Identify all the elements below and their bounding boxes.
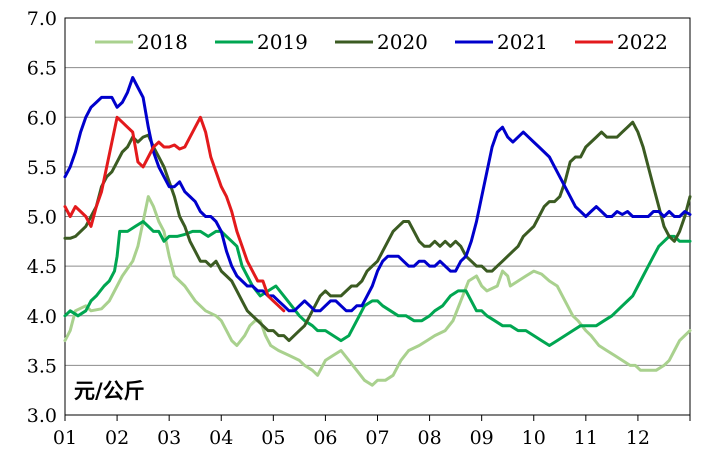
y-tick-label: 4.5 [27,256,57,278]
y-tick-label: 4.0 [27,306,57,328]
y-tick-label: 6.0 [27,107,57,129]
grid-lines [65,67,690,366]
legend: 2018 2019 2020 2021 2022 [95,30,668,54]
x-tick-label: 11 [574,427,598,449]
y-tick-label: 3.5 [27,355,57,377]
y-tick-label: 7.0 [27,8,57,30]
legend-label-2018: 2018 [137,30,188,54]
x-tick-label: 03 [157,427,181,449]
x-tick-label: 08 [417,427,441,449]
series-line-2019 [63,220,692,347]
x-tick-label: 12 [626,427,650,449]
y-tick-label: 5.0 [27,207,57,229]
x-tick-label: 04 [209,427,233,449]
x-tick-label: 06 [313,427,337,449]
y-tick-label: 6.5 [27,58,57,80]
legend-label-2022: 2022 [617,30,668,54]
series-line-2022 [63,115,286,313]
legend-label-2021: 2021 [497,30,548,54]
x-tick-label: 09 [470,427,494,449]
legend-label-2019: 2019 [257,30,308,54]
y-tick-label: 5.5 [27,157,57,179]
x-tick-label: 02 [105,427,129,449]
series-line-2020 [63,120,692,343]
x-tick-label: 05 [261,427,285,449]
series-line-2018 [63,195,692,387]
series-lines [63,76,692,387]
x-tick-label: 07 [365,427,389,449]
series-line-2021 [63,76,692,313]
y-tick-label: 3.0 [27,405,57,427]
x-tick-label: 01 [53,427,77,449]
x-tick-label: 10 [522,427,546,449]
legend-label-2020: 2020 [377,30,428,54]
unit-label: 元/公斤 [74,379,145,403]
axes: 3.0 3.5 4.0 4.5 5.0 5.5 6.0 6.5 7.0 01 02 03 04 05 06 0… [27,8,691,449]
